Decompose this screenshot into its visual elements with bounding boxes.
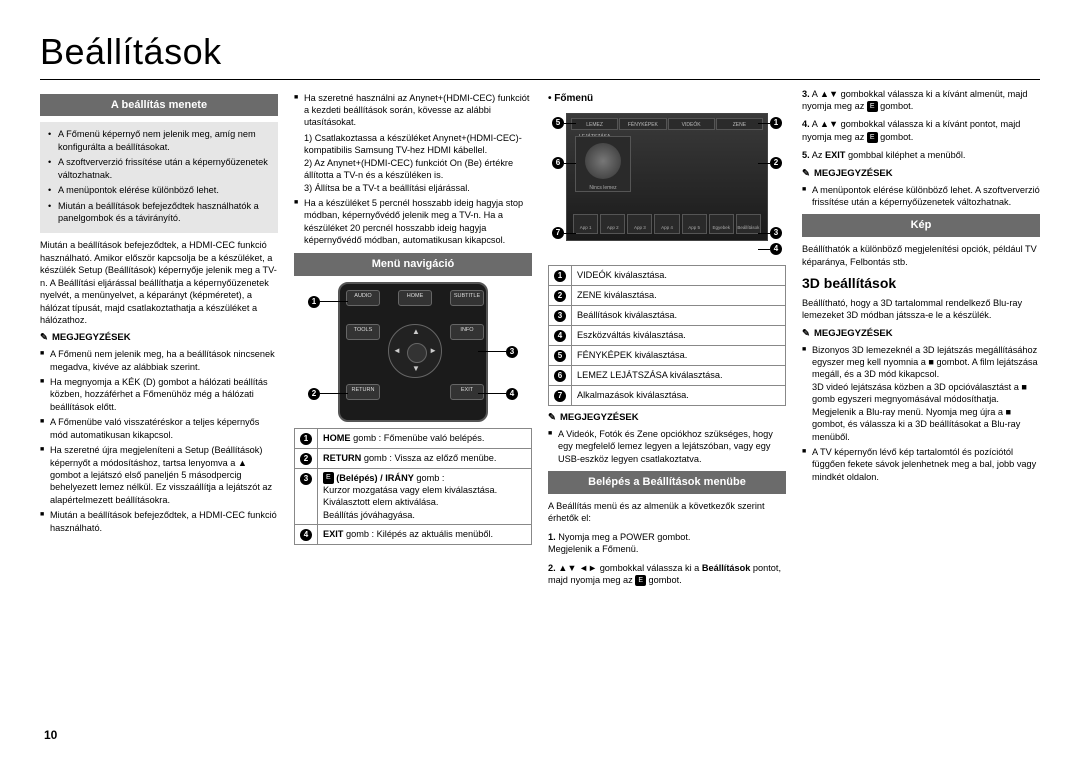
mcallout-4: 4: [770, 243, 782, 255]
heading-3d: 3D beállítások: [802, 274, 1040, 293]
substep: 2) Az Anynet+(HDMI-CEC) funkciót On (Be)…: [304, 157, 532, 182]
paragraph: Beállíthatók a különböző megjelenítési o…: [802, 243, 1040, 268]
note-item: A Főmenü nem jelenik meg, ha a beállítás…: [40, 348, 278, 373]
note-item: Bizonyos 3D lemezeknél a 3D lejátszás me…: [802, 344, 1040, 443]
page-title: Beállítások: [40, 28, 1040, 80]
step-1: 1. Nyomja meg a POWER gombot.Megjelenik …: [548, 531, 786, 556]
menu-tab: ZENE: [716, 118, 763, 130]
menu-tab: FÉNYKÉPEK: [619, 118, 666, 130]
legend-text: HOME gomb : Főmenübe való belépés.: [318, 428, 532, 448]
column-2: Ha szeretné használni az Anynet+(HDMI-CE…: [294, 88, 532, 593]
note-item: Ha megnyomja a KÉK (D) gombot a hálózati…: [40, 376, 278, 413]
step-3: 3. A ▲▼ gombokkal válassza ki a kívánt a…: [802, 88, 1040, 113]
column-1: A beállítás menete A Főmenü képernyő nem…: [40, 88, 278, 593]
notes-label: ✎MEGJEGYZÉSEK: [802, 328, 1040, 341]
substep: 3) Állítsa be a TV-t a beállítási eljárá…: [304, 182, 532, 194]
remote-legend: 1HOME gomb : Főmenübe való belépés. 2RET…: [294, 428, 532, 546]
header-setup-procedure: A beállítás menete: [40, 94, 278, 117]
mcallout-2: 2: [770, 157, 782, 169]
legend-text: EXIT gomb : Kilépés az aktuális menüből.: [318, 525, 532, 545]
box-item: A szoftververzió frissítése után a képer…: [48, 156, 270, 181]
fomenu-label: • Főmenü: [548, 92, 786, 106]
app-tile: App 4: [654, 214, 679, 234]
mcallout-7: 7: [552, 227, 564, 239]
note-item: A Videók, Fotók és Zene opciókhoz szüksé…: [548, 428, 786, 465]
callout-4: 4: [506, 388, 518, 400]
callout-3: 3: [506, 346, 518, 358]
notes-label: ✎MEGJEGYZÉSEK: [40, 332, 278, 345]
legend-text: VIDEÓK kiválasztása.: [572, 266, 786, 286]
notes-label: ✎MEGJEGYZÉSEK: [548, 412, 786, 425]
mcallout-6: 6: [552, 157, 564, 169]
intro-item: Ha szeretné használni az Anynet+(HDMI-CE…: [294, 92, 532, 194]
app-tile: App 5: [682, 214, 707, 234]
page-number: 10: [44, 727, 57, 743]
legend-text: ZENE kiválasztása.: [572, 286, 786, 306]
step-4: 4. A ▲▼ gombokkal válassza ki a kívánt p…: [802, 118, 1040, 143]
box-item: A Főmenü képernyő nem jelenik meg, amíg …: [48, 128, 270, 153]
callout-1: 1: [308, 296, 320, 308]
header-picture: Kép: [802, 214, 1040, 237]
app-tile: App 2: [600, 214, 625, 234]
app-tile: App 3: [627, 214, 652, 234]
menu-legend: 1VIDEÓK kiválasztása. 2ZENE kiválasztása…: [548, 265, 786, 406]
mcallout-1: 1: [770, 117, 782, 129]
menu-tab: VIDEÓK: [668, 118, 715, 130]
app-tile: Egyebek: [709, 214, 734, 234]
paragraph: Miután a beállítások befejeződtek, a HDM…: [40, 239, 278, 326]
main-menu-diagram: LEMEZ LEJÁTSZÁSA FÉNYKÉPEK VIDEÓK ZENE N…: [552, 109, 782, 259]
legend-text: Alkalmazások kiválasztása.: [572, 386, 786, 406]
legend-text: E (Belépés) / IRÁNY gomb :Kurzor mozgatá…: [318, 468, 532, 525]
column-layout: A beállítás menete A Főmenü képernyő nem…: [40, 88, 1040, 593]
box-item: Miután a beállítások befejeződtek haszná…: [48, 200, 270, 225]
note-item: A TV képernyőn lévő kép tartalomtól és p…: [802, 446, 1040, 483]
remote-home-btn: HOME: [398, 290, 432, 306]
legend-text: Eszközváltás kiválasztása.: [572, 326, 786, 346]
disc-tile: Nincs lemez: [575, 136, 631, 192]
app-tile: App 1: [573, 214, 598, 234]
header-enter-settings: Belépés a Beállítások menübe: [548, 471, 786, 494]
note-item: Miután a beállítások befejeződtek, a HDM…: [40, 509, 278, 534]
paragraph: Beállítható, hogy a 3D tartalommal rende…: [802, 297, 1040, 322]
callout-2: 2: [308, 388, 320, 400]
mcallout-3: 3: [770, 227, 782, 239]
box-item: A menüpontok elérése különböző lehet.: [48, 184, 270, 196]
notes-label: ✎MEGJEGYZÉSEK: [802, 168, 1040, 181]
menu-tab: LEMEZ LEJÁTSZÁSA: [571, 118, 618, 130]
mcallout-5: 5: [552, 117, 564, 129]
remote-return-btn: RETURN: [346, 384, 380, 400]
legend-text: RETURN gomb : Vissza az előző menübe.: [318, 448, 532, 468]
note-item: Ha szeretné újra megjeleníteni a Setup (…: [40, 444, 278, 506]
step-2: 2. ▲▼ ◄► gombokkal válassza ki a Beállít…: [548, 562, 786, 587]
remote-diagram: AUDIO HOME SUBTITLE TOOLS INFO ▲ ▼ ◄ ► R…: [308, 282, 518, 422]
legend-text: FÉNYKÉPEK kiválasztása.: [572, 346, 786, 366]
intro-item: Ha a készüléket 5 percnél hosszabb ideig…: [294, 197, 532, 247]
note-item: A menüpontok elérése különböző lehet. A …: [802, 184, 1040, 209]
column-4: 3. A ▲▼ gombokkal válassza ki a kívánt a…: [802, 88, 1040, 593]
remote-info-btn: INFO: [450, 324, 484, 340]
remote-audio-btn: AUDIO: [346, 290, 380, 306]
remote-subtitle-btn: SUBTITLE: [450, 290, 484, 306]
legend-text: Beállítások kiválasztása.: [572, 306, 786, 326]
legend-text: LEMEZ LEJÁTSZÁSA kiválasztása.: [572, 366, 786, 386]
info-box: A Főmenü képernyő nem jelenik meg, amíg …: [40, 122, 278, 233]
step-5: 5. Az EXIT gombbal kiléphet a menüből.: [802, 149, 1040, 161]
header-menu-nav: Menü navigáció: [294, 253, 532, 276]
substep: 1) Csatlakoztassa a készüléket Anynet+(H…: [304, 132, 532, 157]
note-item: A Főmenübe való visszatéréskor a teljes …: [40, 416, 278, 441]
remote-tools-btn: TOOLS: [346, 324, 380, 340]
remote-dpad: ▲ ▼ ◄ ►: [388, 324, 442, 378]
column-3: • Főmenü LEMEZ LEJÁTSZÁSA FÉNYKÉPEK VIDE…: [548, 88, 786, 593]
paragraph: A Beállítás menü és az almenük a követke…: [548, 500, 786, 525]
